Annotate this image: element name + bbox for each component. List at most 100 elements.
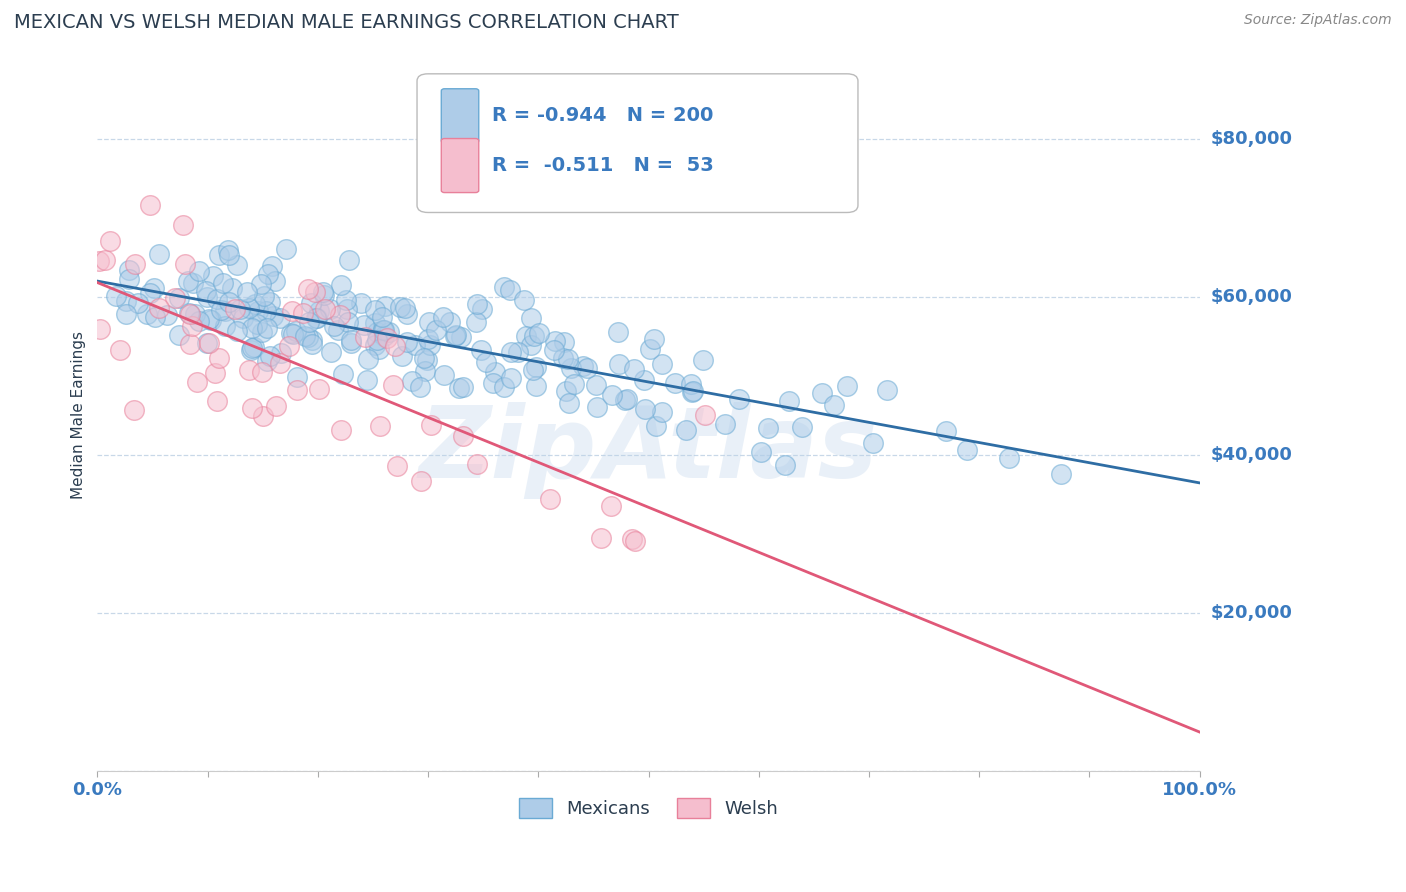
Point [389,300,412,314]
Point [998,451,1021,466]
Point [194,285,217,299]
Point [87,254,110,268]
Point [187,264,209,278]
Point [681,384,703,399]
Point [226,324,249,338]
Point [357,351,380,366]
Point [221,280,243,294]
Point [385,458,408,473]
Point [308,303,330,318]
Point [638,342,661,356]
Point [319,301,342,316]
Point [600,499,623,513]
Point [409,380,432,394]
Point [98,234,121,248]
Point [391,349,413,363]
Point [250,325,273,339]
Point [214,318,236,333]
Point [148,246,170,260]
Point [256,354,278,368]
Point [181,276,204,290]
Point [606,325,628,339]
Point [935,424,957,438]
Point [115,293,138,308]
Point [692,352,714,367]
Point [432,310,454,324]
FancyBboxPatch shape [441,89,479,143]
Point [186,375,208,389]
Point [728,392,751,407]
Point [823,398,845,412]
Point [607,357,630,371]
Point [378,325,401,339]
Point [354,330,377,344]
Point [465,458,488,472]
Point [332,368,354,382]
Point [571,359,593,374]
Point [319,345,342,359]
Point [214,303,236,318]
Point [179,307,201,321]
Point [139,198,162,212]
Point [124,403,146,417]
Point [524,379,547,393]
Point [396,307,419,321]
Point [167,327,190,342]
Point [232,310,254,325]
Point [792,420,814,434]
Point [444,329,467,343]
Point [294,329,316,343]
Point [585,401,607,415]
Point [555,384,578,398]
Y-axis label: Median Male Earnings: Median Male Earnings [72,331,86,500]
Point [118,272,141,286]
Point [335,293,357,307]
Point [560,360,582,375]
Point [259,349,281,363]
Point [240,343,263,357]
Point [553,334,575,349]
Point [425,323,447,337]
Legend: Mexicans, Welsh: Mexicans, Welsh [512,790,785,826]
Point [209,302,232,317]
Point [262,310,284,324]
Point [301,337,323,351]
Point [465,297,488,311]
Point [778,394,800,409]
Point [298,315,321,329]
Point [364,317,387,331]
Point [682,384,704,398]
Point [614,392,637,407]
Point [340,333,363,347]
Point [285,370,308,384]
Point [366,325,388,339]
Point [212,276,235,290]
Point [499,283,522,297]
Point [218,248,240,262]
Point [367,342,389,356]
Point [247,304,270,318]
Point [353,318,375,333]
Point [633,374,655,388]
Point [208,248,231,262]
Point [364,337,387,351]
Point [307,311,329,326]
Point [276,243,298,257]
Point [370,310,392,325]
Point [181,318,204,333]
Point [645,419,668,434]
Point [94,252,117,267]
Point [450,330,472,344]
Point [562,376,585,391]
Point [205,293,228,307]
Point [499,344,522,359]
Point [589,531,612,545]
Point [418,315,440,329]
Point [304,285,326,299]
Point [281,304,304,318]
Point [242,341,264,355]
Point [108,343,131,358]
Point [543,343,565,358]
Point [862,436,884,450]
Point [384,339,406,353]
